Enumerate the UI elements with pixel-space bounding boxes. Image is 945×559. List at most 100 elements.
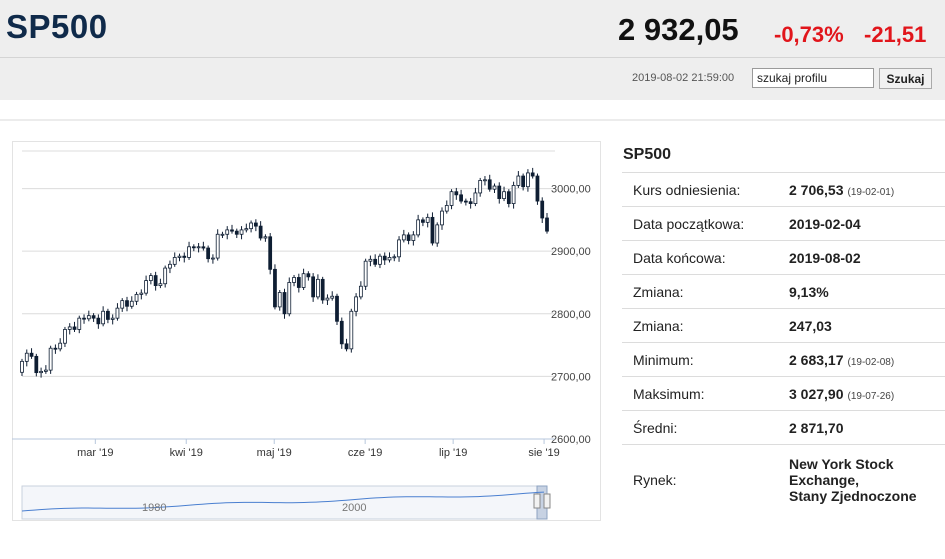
candle <box>316 278 320 298</box>
candle <box>125 300 129 307</box>
info-row-start-date: Data początkowa: 2019-02-04 <box>622 206 945 241</box>
candle <box>468 201 473 204</box>
candle <box>277 292 282 308</box>
candle <box>349 310 354 350</box>
info-label: Kurs odniesienia: <box>622 172 775 207</box>
candle <box>306 273 311 278</box>
search-button[interactable]: Szukaj <box>879 68 932 89</box>
candle <box>416 219 421 236</box>
candle <box>239 229 244 235</box>
info-row-change-abs: Zmiana: 247,03 <box>622 308 945 343</box>
candle <box>153 275 158 287</box>
info-row-change-pct: Zmiana: 9,13% <box>622 274 945 309</box>
info-row-reference: Kurs odniesienia: 2 706,53 (19-02-01) <box>622 172 945 207</box>
candle <box>502 191 506 199</box>
candle <box>449 191 454 206</box>
info-value: 2 871,70 <box>775 410 945 445</box>
candle <box>144 280 148 294</box>
candle <box>368 258 373 262</box>
info-value: 3 027,90 (19-07-26) <box>775 376 945 411</box>
candle <box>234 230 239 235</box>
section-divider <box>0 119 945 121</box>
candle <box>339 320 344 345</box>
x-tick-label: kwi '19 <box>170 447 203 459</box>
reference-price: 2 706,53 <box>789 181 844 198</box>
candle <box>478 180 483 194</box>
market-line: New York Stock <box>789 456 894 472</box>
candle <box>497 185 502 199</box>
candle <box>378 255 382 265</box>
x-tick-label: mar '19 <box>77 447 113 459</box>
ticker-symbol: SP500 <box>6 8 108 45</box>
candle <box>530 172 535 177</box>
info-label: Maksimum: <box>622 376 775 411</box>
candle <box>335 295 339 322</box>
candle <box>182 255 187 258</box>
candle <box>430 216 435 244</box>
candle <box>492 185 497 190</box>
candle <box>330 295 335 299</box>
candle <box>63 329 67 344</box>
candle <box>454 191 459 196</box>
candle <box>483 179 487 182</box>
candle <box>230 229 234 232</box>
candle <box>96 317 101 325</box>
candle <box>516 175 521 186</box>
reference-date: (19-02-01) <box>847 186 895 198</box>
maximum-date: (19-07-26) <box>847 390 895 402</box>
info-label: Data końcowa: <box>622 240 775 275</box>
candle <box>168 263 172 269</box>
candle <box>58 342 63 350</box>
candle <box>268 236 273 270</box>
candle <box>545 217 549 232</box>
candle <box>177 255 182 258</box>
candle <box>526 172 530 188</box>
info-label: Minimum: <box>622 342 775 377</box>
info-row-minimum: Minimum: 2 683,17 (19-02-08) <box>622 342 945 377</box>
search-input[interactable] <box>752 68 874 88</box>
candle <box>191 246 196 249</box>
info-value: 9,13% <box>775 274 945 309</box>
candle <box>67 326 72 330</box>
candle <box>258 225 263 239</box>
info-value: 247,03 <box>775 308 945 343</box>
candle <box>373 258 378 265</box>
candle <box>387 257 392 261</box>
navigator-label: 2000 <box>342 502 366 514</box>
candle <box>421 219 425 223</box>
info-row-average: Średni: 2 871,70 <box>622 410 945 445</box>
candle <box>129 300 134 307</box>
candle <box>382 255 387 261</box>
candle <box>363 260 368 287</box>
candle <box>225 229 230 235</box>
navigator-handle <box>533 493 541 509</box>
candle <box>292 277 296 283</box>
candle <box>20 360 24 373</box>
info-value: 2019-02-04 <box>775 206 945 241</box>
candle <box>120 300 125 309</box>
candle <box>24 352 29 362</box>
info-label: Zmiana: <box>622 308 775 343</box>
y-tick-label: 3000,00 <box>551 184 591 196</box>
candle <box>521 175 526 188</box>
candle <box>201 246 206 249</box>
candle <box>473 192 478 204</box>
candle <box>425 216 430 223</box>
x-tick-label: maj '19 <box>257 447 292 459</box>
y-tick-label: 2600,00 <box>551 434 591 446</box>
candle <box>72 326 77 330</box>
candle <box>273 268 277 308</box>
y-tick-label: 2700,00 <box>551 371 591 383</box>
y-tick-label: 2900,00 <box>551 246 591 258</box>
candle <box>163 267 168 285</box>
candle <box>320 278 325 301</box>
candle <box>110 317 115 320</box>
candle <box>435 224 440 244</box>
candle <box>354 296 358 312</box>
candle <box>411 234 416 241</box>
minimum-date: (19-02-08) <box>847 356 895 368</box>
maximum-value: 3 027,90 <box>789 385 844 402</box>
candle <box>53 347 58 350</box>
candle <box>86 315 91 320</box>
price-chart[interactable]: 3000,00 2900,00 2800,00 2700,00 2600,00 mar '… <box>12 141 601 521</box>
